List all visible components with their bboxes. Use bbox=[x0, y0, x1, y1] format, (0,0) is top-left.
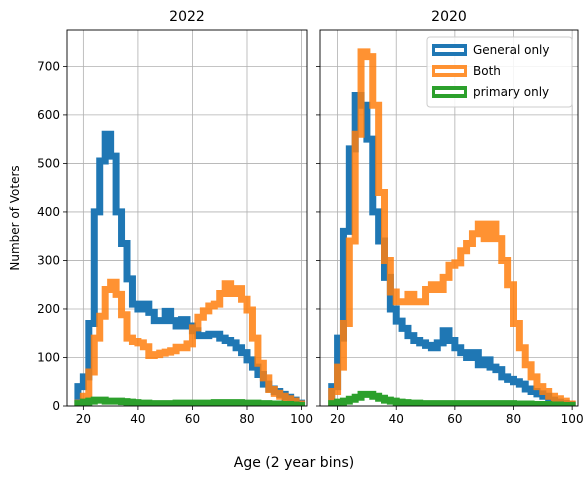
y-tick-label: 400 bbox=[37, 205, 60, 219]
legend-label-both: Both bbox=[473, 64, 501, 78]
panel-2022: 20 40 60 80 100 0 100 200 300 400 500 600 700 2022 Num… bbox=[8, 9, 313, 426]
legend-label-general-only: General only bbox=[473, 43, 550, 57]
series-both-histogram bbox=[328, 48, 576, 406]
axes-frame bbox=[66, 29, 308, 407]
figure-x-axis-label: Age (2 year bins) bbox=[234, 455, 354, 471]
y-tick-label: 0 bbox=[52, 399, 60, 413]
legend-swatch-inner bbox=[435, 69, 464, 73]
x-tick-label: 100 bbox=[561, 412, 584, 426]
x-tick-label: 80 bbox=[506, 412, 521, 426]
axes-frame bbox=[319, 29, 579, 407]
legend-label-primary-only: primary only bbox=[473, 85, 549, 99]
y-tick-label: 300 bbox=[37, 253, 60, 267]
legend-swatch-inner bbox=[435, 48, 464, 52]
x-tick-label: 60 bbox=[447, 412, 462, 426]
x-tick-label: 40 bbox=[130, 412, 145, 426]
series-general-only-histogram bbox=[328, 91, 576, 406]
y-tick-label: 600 bbox=[37, 108, 60, 122]
y-tick-label: 700 bbox=[37, 59, 60, 73]
y-tick-label: 100 bbox=[37, 350, 60, 364]
y-tick-label: 200 bbox=[37, 302, 60, 316]
x-tick-label: 40 bbox=[389, 412, 404, 426]
series-primary-only-histogram bbox=[74, 396, 306, 406]
y-axis-label: Number of Voters bbox=[8, 165, 22, 270]
legend: General only Both primary only bbox=[426, 36, 573, 108]
x-tick-label: 80 bbox=[239, 412, 254, 426]
series-general-only-histogram bbox=[74, 130, 306, 406]
chart-title: 2020 bbox=[431, 9, 467, 25]
legend-swatch-inner bbox=[435, 90, 464, 94]
x-tick-label: 100 bbox=[290, 412, 313, 426]
x-tick-label: 20 bbox=[330, 412, 345, 426]
series-primary-only-histogram bbox=[328, 390, 576, 406]
x-tick-label: 20 bbox=[76, 412, 91, 426]
chart-title: 2022 bbox=[169, 9, 205, 25]
x-tick-label: 60 bbox=[185, 412, 200, 426]
y-tick-label: 500 bbox=[37, 156, 60, 170]
series-both-histogram bbox=[74, 278, 306, 406]
